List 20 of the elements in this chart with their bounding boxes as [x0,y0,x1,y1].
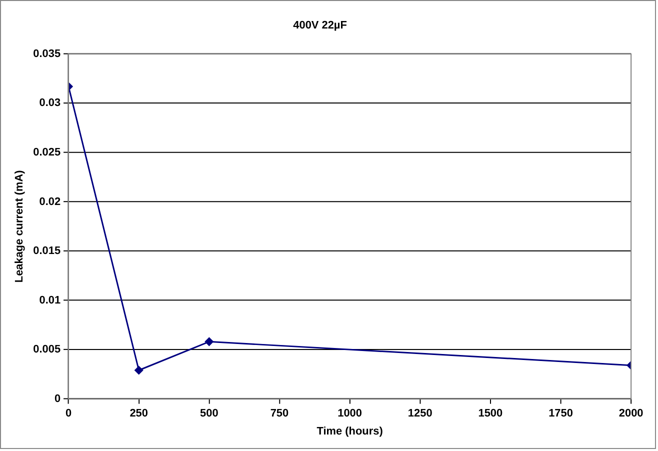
x-tick-label: 750 [270,407,289,420]
y-tick-label: 0 [54,392,61,405]
y-tick-label: 0.005 [33,344,61,356]
y-tick-label: 0.035 [33,48,61,60]
y-axis-title: Leakage current (mA) [14,170,26,283]
chart-title: 400V 22µF [293,20,348,32]
x-tick-label: 500 [200,407,218,420]
x-tick-label: 1750 [548,407,573,420]
y-tick-label: 0.015 [33,245,61,258]
x-tick-label: 1250 [408,407,432,420]
y-tick-label: 0.02 [39,196,61,208]
x-axis-title: Time (hours) [316,426,384,438]
x-tick-label: 250 [130,407,148,420]
y-tick-label: 0.025 [33,146,61,159]
x-tick-label: 0 [65,407,72,420]
x-tick-label: 1000 [338,407,362,420]
y-tick-label: 0.03 [39,97,61,110]
x-tick-label: 2000 [618,407,644,420]
y-tick-label: 0.01 [39,294,61,306]
x-tick-label: 1500 [478,407,503,420]
